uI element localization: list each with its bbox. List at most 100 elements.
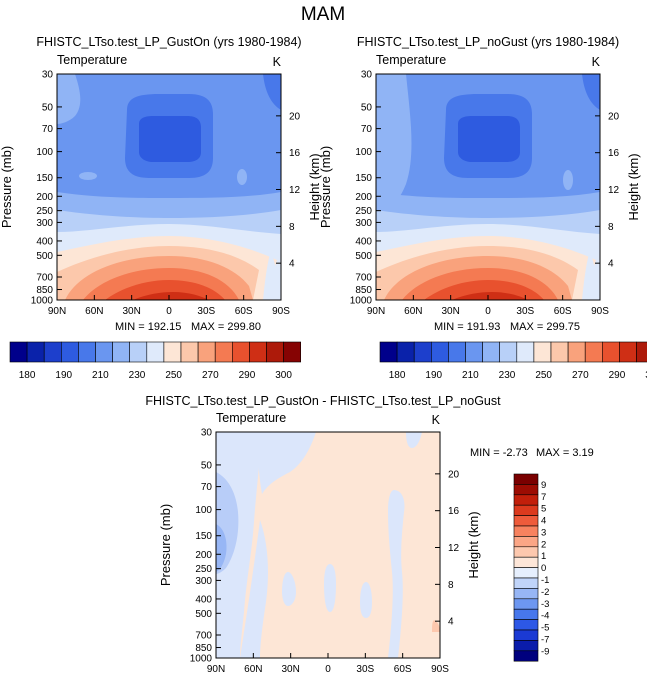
colorbar-swatch — [516, 341, 535, 363]
colorbar-swatch — [513, 536, 539, 548]
colorbar-label: 270 — [572, 370, 589, 381]
latitude-axis: 90N 60N 30N 0 30S 60S 90S — [48, 295, 290, 317]
colorbar-swatch — [513, 525, 539, 537]
y-tick-label: 150 — [195, 531, 212, 542]
x-tick-label: 60S — [235, 306, 253, 317]
height-axis: 20 16 12 8 4 — [595, 111, 620, 270]
colorbar-label: 300 — [275, 370, 292, 381]
colorbar-swatch — [413, 341, 432, 363]
x-tick-label: 30S — [197, 306, 215, 317]
y-tick-label: 200 — [195, 550, 212, 561]
colorbar-swatch — [9, 341, 28, 363]
height-tick-label: 20 — [448, 469, 460, 480]
y-tick-label: 500 — [355, 251, 372, 262]
y-axis-label: Pressure (mb) — [318, 146, 333, 228]
height-tick-label: 12 — [448, 543, 460, 554]
colorbar-label: -5 — [541, 623, 549, 634]
y-tick-label: 500 — [36, 251, 53, 262]
height-tick-label: 16 — [608, 148, 620, 159]
contour-field — [216, 432, 440, 658]
colorbar-swatch — [266, 341, 284, 363]
colorbar-swatch — [499, 341, 518, 363]
colorbar-label: 230 — [129, 370, 146, 381]
colorbar-swatch — [513, 546, 539, 558]
max-label: MAX = 299.80 — [191, 321, 261, 333]
colorbar-label: 210 — [92, 370, 109, 381]
contour-band-190 — [263, 74, 281, 110]
colorbar-swatch — [60, 341, 79, 363]
y-tick-label: 1000 — [350, 296, 373, 307]
y-tick-label: 70 — [42, 124, 54, 135]
colorbar-swatch — [550, 341, 569, 363]
x-tick-label: 90S — [272, 306, 290, 317]
y-tick-label: 30 — [42, 70, 54, 81]
colorbar-swatch — [396, 341, 415, 363]
colorbar-swatch — [513, 629, 539, 641]
colorbar-label: 4 — [541, 516, 546, 527]
contour-band-neg-0-1 — [282, 572, 296, 606]
y-tick-label: 850 — [355, 285, 372, 296]
y2-axis-label: Height (km) — [626, 153, 641, 220]
contour-field — [376, 74, 600, 300]
y-tick-label: 70 — [361, 124, 373, 135]
x-tick-label: 30N — [122, 306, 140, 317]
colorbar-swatch — [513, 598, 539, 610]
height-tick-label: 8 — [608, 222, 614, 233]
y-tick-label: 400 — [36, 236, 53, 247]
max-label: MAX = 299.75 — [510, 321, 580, 333]
colorbar-label: 9 — [541, 480, 546, 491]
y-tick-label: 200 — [36, 192, 53, 203]
y-tick-label: 250 — [195, 564, 212, 575]
max-label: MAX = 3.19 — [536, 447, 594, 459]
x-tick-label: 90S — [591, 306, 609, 317]
contour-band-300 — [452, 292, 528, 300]
colorbar-swatch — [249, 341, 267, 363]
y-tick-label: 700 — [355, 273, 372, 284]
colorbar-swatch — [112, 341, 130, 363]
right-label: K — [432, 413, 441, 427]
x-tick-label: 60N — [244, 664, 262, 675]
colorbar-swatch — [513, 515, 539, 527]
colorbar-label: 3 — [541, 527, 546, 538]
colorbar-label: 7 — [541, 492, 546, 503]
y-tick-label: 30 — [201, 428, 213, 439]
colorbar-swatch — [513, 588, 539, 600]
contour-band-230 — [57, 74, 81, 124]
colorbar: 180 190 210 230 250 270 290 300 — [9, 341, 302, 381]
colorbar-swatch — [78, 341, 96, 363]
colorbar-label: -3 — [541, 599, 549, 610]
height-tick-label: 12 — [608, 185, 620, 196]
min-label: MIN = -2.73 — [470, 447, 528, 459]
colorbar-swatch — [465, 341, 483, 363]
colorbar-swatch — [197, 341, 216, 363]
y-tick-label: 70 — [201, 482, 213, 493]
y-tick-label: 400 — [195, 594, 212, 605]
colorbar-swatch — [636, 341, 647, 363]
y-tick-label: 50 — [42, 102, 54, 113]
contour-band-pos-1-2 — [432, 620, 440, 632]
y-tick-label: 100 — [355, 147, 372, 158]
y-tick-label: 250 — [355, 206, 372, 217]
x-tick-label: 60N — [85, 306, 103, 317]
panel-title: FHISTC_LTso.test_LP_GustOn (yrs 1980-198… — [36, 35, 301, 49]
colorbar-swatch — [513, 577, 539, 589]
colorbar-label: 2 — [541, 539, 546, 550]
colorbar-label: 180 — [389, 370, 406, 381]
contour-band-230 — [237, 169, 247, 185]
colorbar-swatch — [513, 619, 539, 631]
x-tick-label: 90N — [207, 664, 225, 675]
height-axis: 20 16 12 8 4 — [435, 469, 460, 628]
y2-axis-label: Height (km) — [307, 153, 322, 220]
y-tick-label: 200 — [355, 192, 372, 203]
colorbar-swatch — [180, 341, 199, 363]
colorbar-label: 290 — [609, 370, 626, 381]
y-tick-label: 250 — [36, 206, 53, 217]
y-tick-label: 50 — [361, 102, 373, 113]
y-axis-label: Pressure (mb) — [0, 146, 14, 228]
colorbar: 180 190 210 230 250 270 290 300 — [379, 341, 647, 381]
x-tick-label: 60N — [404, 306, 422, 317]
